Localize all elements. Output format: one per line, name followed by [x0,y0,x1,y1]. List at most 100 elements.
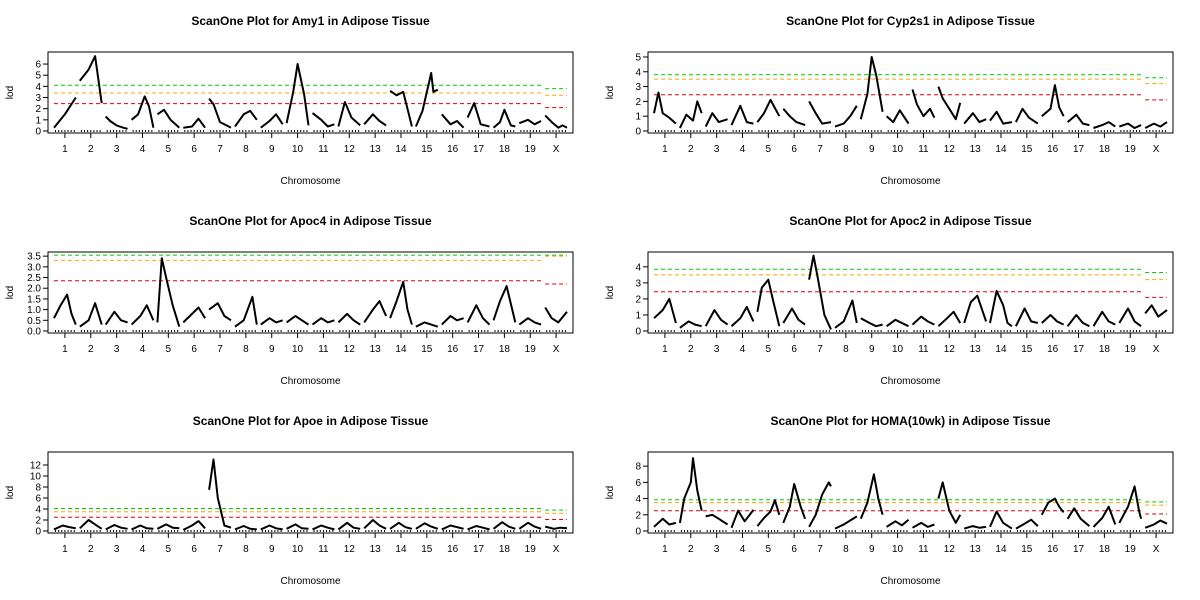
chromosome-label: 5 [166,144,172,155]
lod-curve [544,525,568,530]
y-tick-label: 4 [635,67,641,78]
y-tick-label: 0 [635,527,641,538]
lod-curve [912,521,935,529]
lod-curve [363,113,387,127]
lod-curve [208,302,232,322]
lod-curve [492,521,516,530]
lod-curve [730,104,754,126]
y-tick-label: 6 [635,478,641,489]
chromosome-label: 10 [892,144,904,155]
lod-curve [808,100,832,125]
chromosome-label: 19 [1125,544,1137,555]
chromosome-label: 1 [62,544,68,555]
lod-curve [182,306,206,324]
lod-curve [937,86,962,121]
plot-frame [647,251,1174,334]
y-axis-label: lod [5,286,16,299]
lod-curve [886,518,910,528]
lod-curve [963,112,987,125]
chromosome-label: 12 [344,344,356,355]
chromosome-label: 4 [140,544,146,555]
chromosome-label: 7 [817,144,823,155]
chromosome-label: 11 [318,144,329,155]
chromosome-label: 4 [140,144,146,155]
chromosome-label: 11 [918,344,929,355]
lod-curve [544,114,568,129]
lod-curve [53,293,77,325]
chromosome-label: 18 [499,144,511,155]
chromosome-label: 11 [318,544,329,555]
chromosome-label: 1 [62,144,68,155]
scanone-panel: ScanOne Plot for Apoc4 in Adipose Tissue… [5,214,574,387]
lod-curve [1066,507,1091,527]
lod-curve [441,315,464,326]
chromosome-label: 1 [662,544,668,555]
y-tick-label: 0 [35,127,41,138]
chromosome-label: 10 [892,344,904,355]
lod-curve [156,257,181,327]
chromosome-label: 18 [1099,544,1111,555]
lod-curve [989,510,1013,530]
chromosome-label: 10 [892,544,904,555]
lod-curve [678,457,703,524]
chromosome-label: 1 [62,344,68,355]
chromosome-label: 6 [191,544,197,555]
y-tick-label: 3.5 [27,252,41,263]
chromosome-label: 3 [714,344,720,355]
chromosome-label: 8 [843,144,849,155]
chromosome-label: 13 [970,544,982,555]
chromosome-label: 1 [662,344,668,355]
lod-curve [1040,497,1065,516]
x-axis-label: Chromosome [880,576,940,587]
plot-frame [47,51,574,134]
lod-curve [1015,307,1039,327]
lod-curve [834,105,858,128]
lod-curve [782,307,806,326]
chromosome-label: 7 [817,544,823,555]
y-axis-label: lod [605,86,616,99]
chromosome-label: 13 [970,144,982,155]
lod-curve [105,524,128,531]
lod-curve [518,521,542,530]
chromosome-label: X [553,544,560,555]
lod-curve [414,72,439,127]
chromosome-label: 18 [1099,344,1111,355]
lod-curve [834,299,858,329]
chromosome-label: 5 [766,144,772,155]
lod-curve [679,100,703,129]
lod-curve [1118,307,1142,328]
chromosome-label: 3 [114,144,120,155]
y-tick-label: 2.0 [27,284,41,295]
scanone-panel: ScanOne Plot for Apoe in Adipose Tissue 0… [5,414,574,587]
plot-frame [47,451,574,534]
y-tick-label: 6 [35,494,41,505]
chromosome-label: 6 [191,144,197,155]
y-tick-label: 5 [635,52,641,63]
y-tick-label: 4 [635,494,641,505]
chromosome-label: 18 [499,544,511,555]
lod-curve [208,458,232,529]
lod-curve [234,295,258,328]
y-tick-label: 2 [635,510,641,521]
chromosome-label: 8 [243,544,249,555]
chromosome-label: 6 [791,344,797,355]
lod-curve [518,317,542,326]
chromosome-label: 3 [114,344,120,355]
chromosome-label: 6 [191,344,197,355]
y-tick-label: 0 [35,527,41,538]
lod-curve [705,513,729,526]
lod-curve [885,109,910,125]
lod-curve [415,522,439,530]
lod-curve [653,517,677,528]
lod-curve [337,312,361,326]
lod-curve [441,113,465,129]
chromosome-label: 3 [714,544,720,555]
chromosome-label: 17 [473,144,485,155]
chromosome-label: 16 [1047,144,1059,155]
chromosome-label: 10 [292,144,304,155]
lod-curve [260,113,284,129]
chromosome-label: 1 [662,144,668,155]
chromosome-label: 5 [766,344,772,355]
lod-curve [808,481,832,528]
x-axis-label: Chromosome [280,376,340,387]
